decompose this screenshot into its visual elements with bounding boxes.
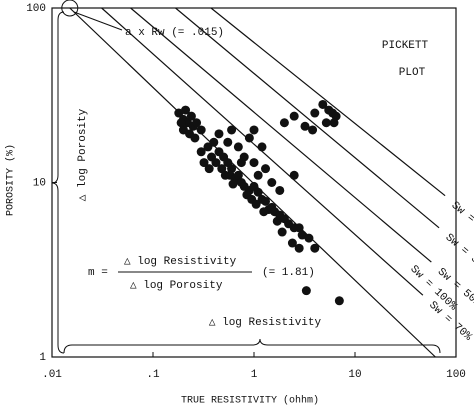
x-tick-label: .01 <box>42 369 62 381</box>
data-point <box>279 118 289 128</box>
data-point <box>310 108 320 118</box>
data-point <box>287 238 297 248</box>
data-point <box>199 158 209 168</box>
m-value: (= 1.81) <box>262 267 315 279</box>
data-point <box>228 179 238 189</box>
data-point <box>253 170 263 180</box>
sw-line <box>210 7 446 197</box>
sw-label: Sw = 30% <box>443 232 474 275</box>
chart-subtitle: PLOT <box>399 67 426 79</box>
y-tick-label: 10 <box>33 177 46 189</box>
x-tick-label: .1 <box>146 369 160 381</box>
m-denominator: △ log Porosity <box>130 280 223 292</box>
data-point <box>261 164 271 174</box>
m-label: m = <box>88 267 108 279</box>
resistivity-brace <box>63 338 441 354</box>
data-point <box>223 137 233 147</box>
sw-line <box>175 7 440 229</box>
data-point <box>249 158 259 168</box>
data-point <box>174 108 184 118</box>
y-tick-label: 100 <box>26 3 46 15</box>
data-point <box>318 99 328 109</box>
data-point <box>196 147 206 157</box>
sw-line <box>130 7 432 263</box>
data-point <box>204 164 214 174</box>
intercept-leader <box>73 11 123 31</box>
chart-title: PICKETT <box>382 40 429 52</box>
data-point <box>192 118 202 128</box>
data-point <box>310 243 320 253</box>
x-tick-label: 10 <box>348 369 361 381</box>
data-point <box>257 142 267 152</box>
data-point <box>334 296 344 306</box>
data-point <box>304 233 314 243</box>
porosity-brace-label: △ log Porosity <box>77 108 89 201</box>
data-point <box>259 207 269 217</box>
x-tick-label: 1 <box>251 369 258 381</box>
data-point <box>308 125 318 135</box>
data-point <box>227 125 237 135</box>
data-point <box>297 230 307 240</box>
data-point <box>244 133 254 143</box>
data-point <box>176 118 186 128</box>
data-point <box>275 185 285 195</box>
y-tick-label: 1 <box>39 352 46 364</box>
data-point <box>300 121 310 131</box>
data-point <box>233 142 243 152</box>
data-point <box>236 158 246 168</box>
data-point <box>289 111 299 121</box>
data-point <box>294 243 304 253</box>
resistivity-brace-label: △ log Resistivity <box>209 317 322 329</box>
data-point <box>301 286 311 296</box>
data-point <box>321 118 331 128</box>
data-point <box>261 196 271 206</box>
data-point <box>329 118 339 128</box>
y-axis-title: POROSITY (%) <box>5 144 17 216</box>
data-point <box>277 227 287 237</box>
data-point <box>294 223 304 233</box>
sw-line <box>101 7 424 296</box>
data-point <box>190 133 200 143</box>
data-point <box>211 158 221 168</box>
data-point <box>267 178 277 187</box>
data-point <box>253 187 263 197</box>
data-point <box>272 216 282 226</box>
intercept-label: a x Rw (= .015) <box>125 27 224 39</box>
x-axis-title: TRUE RESISTIVITY (ohhm) <box>181 395 319 407</box>
data-point <box>217 164 227 174</box>
m-numerator: △ log Resistivity <box>124 256 237 268</box>
data-point <box>181 105 191 115</box>
intercept-circle <box>61 0 79 17</box>
data-point <box>249 125 259 135</box>
data-point <box>289 170 299 180</box>
data-point <box>251 199 261 209</box>
x-tick-label: 100 <box>446 369 466 381</box>
data-point <box>196 125 206 135</box>
data-point <box>233 170 243 180</box>
data-point <box>209 137 219 147</box>
data-point <box>214 129 224 139</box>
data-point <box>186 111 196 121</box>
